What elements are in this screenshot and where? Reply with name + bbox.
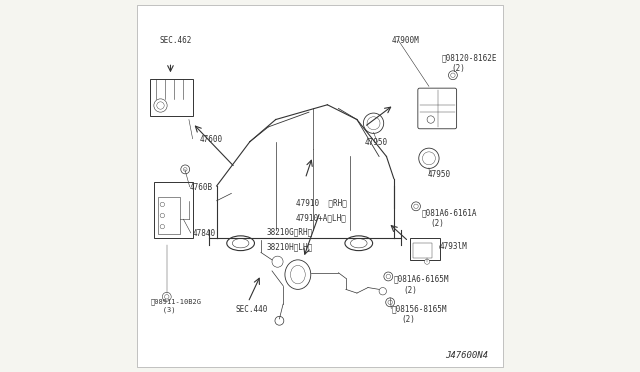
Text: 47900M: 47900M [392, 36, 420, 45]
Ellipse shape [345, 236, 372, 251]
Text: 4793lM: 4793lM [440, 243, 468, 251]
Circle shape [388, 300, 392, 305]
Circle shape [424, 259, 429, 264]
Circle shape [449, 71, 458, 80]
Circle shape [412, 202, 420, 211]
Circle shape [160, 224, 164, 229]
Text: (2): (2) [451, 64, 465, 73]
Circle shape [275, 316, 284, 325]
Text: Ⓒ081A6-6161A: Ⓒ081A6-6161A [422, 208, 477, 217]
Ellipse shape [364, 113, 384, 134]
Circle shape [414, 204, 418, 209]
Bar [150, 79, 193, 116]
Bar [413, 243, 431, 258]
Text: Ⓒ08156-8165M: Ⓒ08156-8165M [391, 304, 447, 313]
Circle shape [386, 298, 395, 307]
Text: Ⓒ081A6-6165M: Ⓒ081A6-6165M [394, 275, 449, 283]
Text: 47910  〈RH〉: 47910 〈RH〉 [296, 198, 347, 207]
Ellipse shape [419, 148, 439, 169]
Ellipse shape [227, 236, 255, 251]
Bar [410, 238, 440, 260]
Text: 47840: 47840 [193, 230, 216, 238]
Ellipse shape [232, 238, 249, 248]
Circle shape [379, 288, 387, 295]
Text: Ⓒ08120-8162E: Ⓒ08120-8162E [442, 53, 497, 62]
Text: 47600: 47600 [200, 135, 223, 144]
Text: 38210G〈RH〉: 38210G〈RH〉 [266, 228, 313, 237]
Circle shape [157, 102, 164, 109]
Ellipse shape [367, 117, 380, 130]
Circle shape [184, 167, 187, 171]
Circle shape [181, 165, 189, 174]
Text: J47600N4: J47600N4 [445, 351, 488, 360]
Text: (2): (2) [431, 219, 445, 228]
Circle shape [427, 116, 435, 123]
Ellipse shape [422, 152, 435, 165]
Circle shape [272, 256, 283, 267]
Circle shape [160, 202, 164, 207]
Circle shape [386, 274, 390, 279]
Circle shape [154, 99, 167, 112]
Text: (2): (2) [401, 315, 415, 324]
Text: SEC.440: SEC.440 [235, 305, 268, 314]
Circle shape [451, 73, 455, 77]
Circle shape [160, 213, 164, 218]
Text: 47910+A〈LH〉: 47910+A〈LH〉 [296, 213, 347, 222]
Text: (2): (2) [404, 286, 418, 295]
Circle shape [384, 272, 393, 281]
Text: 47950: 47950 [364, 138, 387, 147]
Ellipse shape [351, 238, 367, 248]
Text: 38210H〈LH〉: 38210H〈LH〉 [266, 243, 313, 251]
Bar [157, 197, 180, 234]
Bar [154, 182, 193, 238]
Ellipse shape [291, 265, 305, 284]
Ellipse shape [285, 260, 311, 289]
Text: 4760B: 4760B [190, 183, 213, 192]
Circle shape [163, 292, 172, 301]
Text: SEC.462: SEC.462 [159, 36, 192, 45]
Text: 47950: 47950 [428, 170, 451, 179]
FancyBboxPatch shape [418, 88, 456, 129]
Circle shape [164, 295, 169, 299]
Text: ⓝ08911-10B2G
   (3): ⓝ08911-10B2G (3) [150, 299, 201, 313]
